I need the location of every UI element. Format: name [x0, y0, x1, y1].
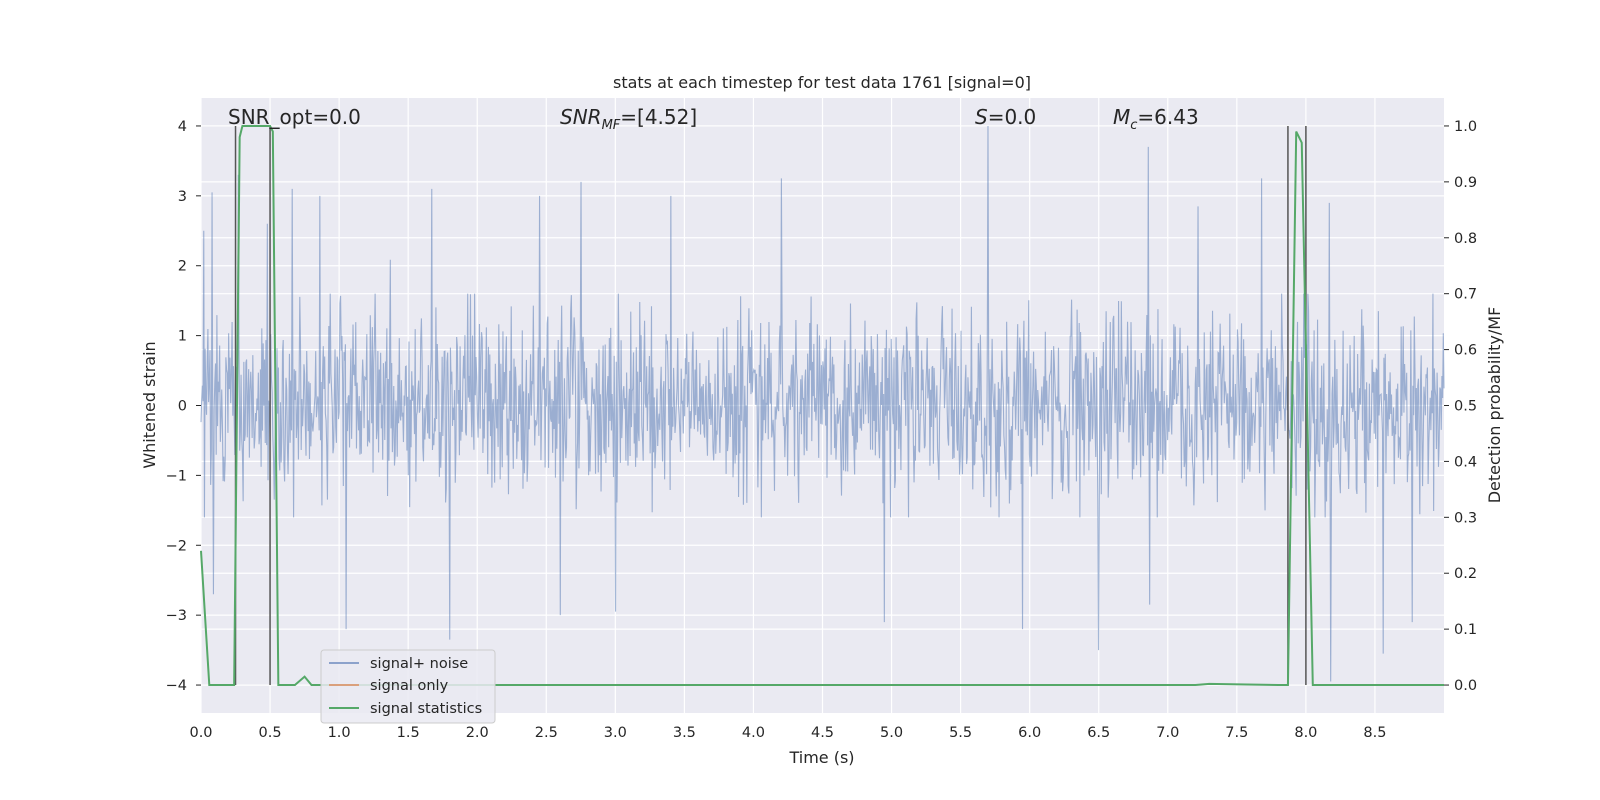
x-tick-label: 0.5: [259, 725, 282, 741]
y2-tick-label: 0.6: [1454, 343, 1477, 359]
series-signal-statistics: [200, 124, 1444, 687]
y2-tick-label: 0.9: [1454, 175, 1477, 191]
legend-label-signal-only: signal only: [370, 678, 449, 694]
snr-mf-symbol: SNR: [560, 105, 602, 129]
x-tick-label: 0.0: [189, 725, 212, 741]
y2-tick-label: 0.7: [1454, 287, 1477, 303]
y2-tick-label: 0.0: [1454, 678, 1477, 694]
y2-tick-label: 0.1: [1454, 622, 1477, 638]
y2-tick-label: 0.5: [1454, 399, 1477, 415]
chart-title: stats at each timestep for test data 176…: [613, 73, 1031, 92]
mc-subscript: c: [1130, 118, 1137, 133]
snr-mf-subscript: MF: [602, 118, 621, 133]
x-tick-label: 6.5: [1087, 725, 1110, 741]
mc-annotation: Mc=6.43: [1113, 105, 1199, 133]
y2-tick-label: 0.4: [1454, 454, 1477, 470]
mc-symbol: M: [1113, 105, 1130, 129]
y-tick-label: 1: [178, 329, 187, 345]
x-tick-label: 2.0: [466, 725, 489, 741]
snr-opt-annotation: SNR_opt=0.0: [228, 105, 361, 129]
x-tick-label: 4.5: [811, 725, 834, 741]
y-axis-label: Whitened strain: [140, 341, 159, 468]
x-tick-label: 6.0: [1018, 725, 1041, 741]
y2-axis-ticks: 0.0 0.1 0.2 0.3 0.4 0.5 0.6 0.7 0.8 0.9 1.0: [1444, 119, 1477, 694]
y-tick-label: −1: [166, 468, 187, 484]
x-axis-ticks: 0.0 0.5 1.0 1.5 2.0 2.5 3.0 3.5 4.0 4.5 5.0 5.5 6.0 6…: [189, 725, 1386, 741]
legend: signal+ noise signal only signal statist…: [320, 649, 496, 724]
x-tick-label: 8.5: [1363, 725, 1386, 741]
y-tick-label: 3: [178, 189, 187, 205]
y-tick-label: 0: [178, 399, 187, 415]
series-signal-noise: [200, 125, 1445, 682]
x-tick-label: 3.0: [604, 725, 627, 741]
x-tick-label: 5.5: [949, 725, 972, 741]
legend-label-signal-statistics: signal statistics: [370, 701, 482, 717]
data-traces: [200, 124, 1445, 687]
x-tick-label: 1.5: [397, 725, 420, 741]
s-annotation: S=0.0: [975, 105, 1036, 129]
y-tick-label: −4: [166, 678, 187, 694]
y2-tick-label: 0.2: [1454, 566, 1477, 582]
x-tick-label: 1.0: [328, 725, 351, 741]
y2-tick-label: 1.0: [1454, 119, 1477, 135]
y-tick-label: 4: [178, 119, 187, 135]
y-tick-label: −3: [166, 608, 187, 624]
mc-value: =6.43: [1137, 105, 1198, 129]
snr-mf-value: =[4.52]: [620, 105, 697, 129]
x-tick-label: 5.0: [880, 725, 903, 741]
y2-tick-label: 0.8: [1454, 231, 1477, 247]
x-tick-label: 4.0: [742, 725, 765, 741]
y-tick-label: −2: [166, 538, 187, 554]
x-tick-label: 7.0: [1156, 725, 1179, 741]
x-tick-label: 2.5: [535, 725, 558, 741]
y2-axis-label: Detection probability/MF: [1485, 307, 1504, 504]
legend-label-signal-noise: signal+ noise: [370, 656, 468, 672]
s-symbol: S: [975, 105, 988, 129]
y2-tick-label: 0.3: [1454, 510, 1477, 526]
y-axis-ticks: −4 −3 −2 −1 0 1 2 3 4: [166, 119, 201, 694]
x-axis-label: Time (s): [788, 748, 854, 767]
s-value: =0.0: [988, 105, 1037, 129]
x-tick-label: 3.5: [673, 725, 696, 741]
legend-box: [320, 649, 496, 724]
snr-mf-annotation: SNRMF=[4.52]: [560, 105, 697, 133]
y-tick-label: 2: [178, 259, 187, 275]
x-tick-label: 7.5: [1225, 725, 1248, 741]
x-tick-label: 8.0: [1294, 725, 1317, 741]
